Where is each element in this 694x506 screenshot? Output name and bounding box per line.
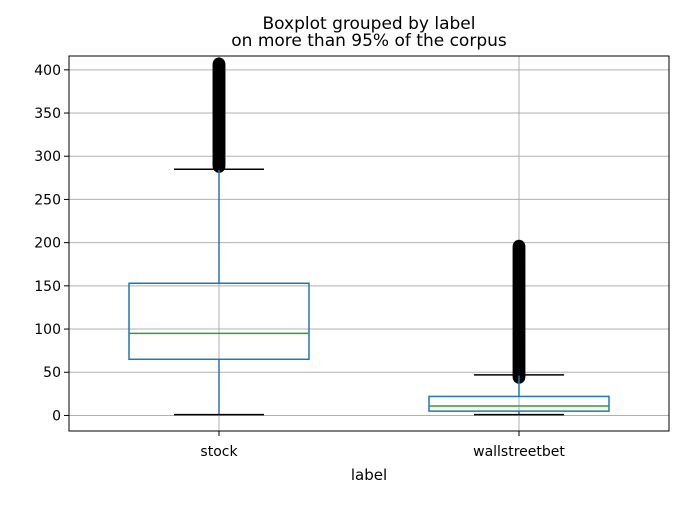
outlier-point bbox=[512, 239, 526, 253]
x-tick-label: wallstreetbet bbox=[473, 444, 565, 460]
y-tick-label: 100 bbox=[34, 322, 61, 338]
x-axis: stock wallstreetbet bbox=[200, 431, 565, 460]
y-tick-label: 50 bbox=[43, 365, 61, 381]
y-tick-label: 350 bbox=[34, 106, 61, 122]
y-axis: 0 50 100 150 200 250 300 350 400 bbox=[34, 63, 69, 424]
box-group-wallstreetbet bbox=[428, 239, 610, 416]
chart-title: Boxplot grouped by label bbox=[263, 14, 476, 34]
chart-subtitle: on more than 95% of the corpus bbox=[231, 31, 507, 51]
box-iqr bbox=[428, 395, 610, 412]
y-tick-label: 250 bbox=[34, 192, 61, 208]
x-axis-label: label bbox=[351, 466, 387, 484]
x-tick-label: stock bbox=[200, 444, 238, 460]
y-tick-label: 150 bbox=[34, 279, 61, 295]
y-tick-label: 200 bbox=[34, 236, 61, 252]
box-group-stock bbox=[128, 57, 310, 416]
y-tick-label: 400 bbox=[34, 63, 61, 79]
box-iqr bbox=[128, 282, 310, 361]
outlier-point bbox=[212, 57, 226, 71]
y-tick-label: 0 bbox=[52, 408, 61, 424]
y-tick-label: 300 bbox=[34, 149, 61, 165]
plot-area-frame bbox=[68, 55, 670, 432]
grid-lines bbox=[69, 56, 669, 431]
boxes-layer bbox=[128, 57, 610, 416]
